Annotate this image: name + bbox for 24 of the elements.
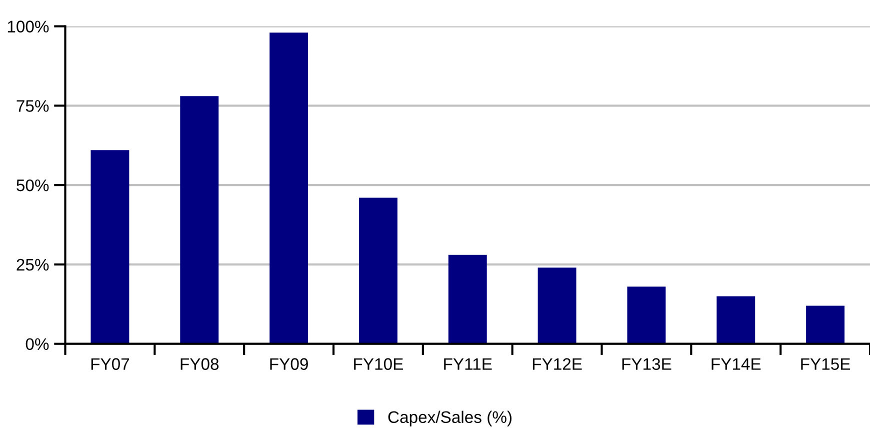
x-tick-label: FY15E (801, 358, 850, 370)
y-tick-label: 0% (26, 338, 49, 350)
x-tick-label: FY13E (622, 358, 672, 370)
bar (627, 286, 666, 344)
x-tick-label: FY14E (712, 358, 761, 370)
x-tick-label: FY09 (270, 358, 308, 370)
y-tick-label: 100% (8, 20, 49, 32)
bar (358, 198, 398, 344)
y-tick-label: 25% (16, 258, 49, 271)
bar (716, 296, 756, 344)
bar (806, 306, 845, 344)
x-tick-label: FY10E (354, 358, 403, 370)
y-tick-label: 50% (16, 179, 49, 192)
y-tick-label: 75% (16, 100, 49, 112)
bar (90, 150, 130, 344)
x-tick-label: FY11E (444, 358, 492, 370)
x-tick-label: FY12E (532, 358, 582, 370)
legend-label: Capex/Sales (%) (388, 410, 512, 426)
bar (538, 268, 576, 344)
bar (180, 96, 219, 344)
bar (448, 254, 487, 344)
bar (270, 32, 308, 344)
x-tick-label: FY08 (180, 358, 219, 370)
x-tick-label: FY07 (91, 358, 130, 370)
